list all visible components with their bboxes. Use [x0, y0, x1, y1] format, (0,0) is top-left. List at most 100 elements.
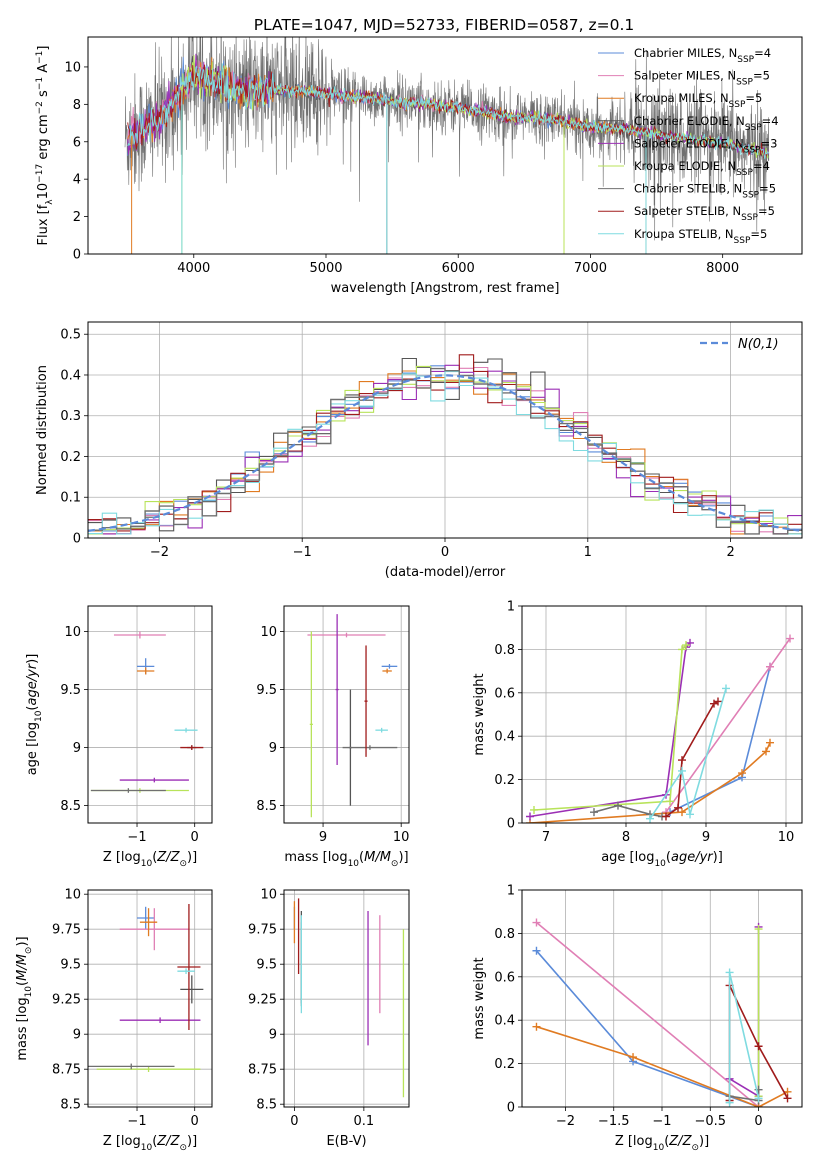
label-part: SSP — [737, 55, 754, 65]
label-part: ( — [359, 850, 364, 865]
label-part: SSP — [734, 236, 751, 246]
y-tick-label: 9.25 — [52, 993, 81, 1008]
label-part: SSP — [736, 78, 753, 88]
weight-marker — [678, 766, 686, 775]
y-tick-label: 8 — [73, 98, 81, 113]
label-part: 10 — [34, 710, 44, 722]
x-tick-label: 4000 — [177, 261, 210, 276]
x-tick-label: 0 — [191, 830, 199, 845]
label-part: Kroupa STELIB, N — [634, 227, 734, 241]
y-axis-label: age [log10(age/yr)] — [25, 654, 44, 776]
weight-marker — [714, 697, 722, 706]
weight-line — [729, 926, 760, 1098]
label-part: Salpeter STELIB, N — [634, 204, 741, 218]
label-part: M/M — [364, 850, 391, 865]
y-tick-label: 0.8 — [494, 927, 515, 942]
label-part: −17 — [35, 164, 45, 183]
plot-area — [88, 904, 204, 1072]
x-tick-label: 0 — [290, 1114, 298, 1129]
weight-marker — [762, 747, 770, 756]
x-axis-label: E(B-V) — [326, 1134, 366, 1149]
weight-marker — [532, 918, 541, 927]
label-part: =4 — [754, 46, 771, 60]
label-part: Salpeter ELODIE, N — [634, 136, 744, 150]
weight-line — [533, 644, 687, 811]
label-part: )] — [713, 850, 723, 865]
label-part: SSP — [736, 168, 753, 178]
legend-entry: Chabrier ELODIE, NSSP=4 — [634, 114, 779, 133]
axes-frame — [283, 605, 410, 824]
label-part: ⊙ — [24, 947, 34, 955]
x-axis-label: wavelength [Angstrom, rest frame] — [331, 281, 560, 296]
plot-area — [307, 614, 398, 818]
x-tick-label: 10 — [393, 830, 410, 845]
axes-frame — [521, 605, 803, 824]
weight-line — [649, 688, 727, 820]
label-part: ⊙ — [391, 859, 399, 869]
y-tick-label: 9.75 — [52, 923, 81, 938]
x-tick-label: 5000 — [309, 261, 342, 276]
y-tick-label: 0.3 — [60, 409, 81, 424]
x-tick-label: 1 — [584, 545, 592, 560]
label-part: age/yr — [671, 850, 714, 865]
label-part: SSP — [742, 191, 759, 201]
weight-line — [535, 921, 760, 1107]
label-part: SSP — [745, 123, 762, 133]
y-tick-label: 0.2 — [494, 773, 515, 788]
x-tick-label: −1 — [652, 1114, 671, 1129]
panel-weight_vs_age: 7 8 9 10 0 0.2 0.4 0.6 0.8 1 age [log10(age/yr)] ma… — [472, 600, 803, 869]
weight-marker — [526, 812, 534, 821]
label-part: )] — [25, 654, 40, 664]
legend-entry: Kroupa MILES, NSSP=5 — [634, 91, 762, 110]
legend-entry: Kroupa STELIB, NSSP=5 — [634, 227, 767, 246]
weight-marker — [722, 684, 730, 693]
weight-marker — [738, 769, 746, 778]
label-part: =4 — [753, 159, 770, 173]
label-part: ⊙ — [179, 1143, 187, 1153]
weight-marker — [532, 1022, 541, 1031]
weight-marker — [766, 662, 774, 671]
axes-frame — [87, 889, 213, 1108]
x-tick-label: 8 — [622, 830, 630, 845]
y-tick-label: 10 — [64, 888, 81, 903]
figure-title: PLATE=1047, MJD=52733, FIBERID=0587, z=0… — [254, 16, 635, 34]
label-part: Chabrier MILES, N — [634, 46, 737, 60]
x-tick-label: 0 — [191, 1114, 199, 1129]
y-tick-label: 10 — [64, 60, 81, 75]
label-part: )] — [15, 936, 30, 946]
label-part: Chabrier STELIB, N — [634, 182, 742, 196]
label-part: 10 — [36, 183, 51, 200]
weight-marker — [754, 925, 763, 934]
x-tick-label: −1 — [127, 1114, 146, 1129]
label-part: Kroupa MILES, N — [634, 91, 729, 105]
panel-mass_vs_EBV: 0 0.1 8.5 8.75 9 9.25 9.5 9.75 10 E(B-V) — [248, 888, 410, 1149]
x-tick-label: 7 — [542, 830, 550, 845]
label-part: ( — [25, 706, 40, 711]
histogram-residuals-8 — [88, 371, 802, 535]
label-part: ( — [666, 850, 671, 865]
label-part: Chabrier ELODIE, N — [634, 114, 745, 128]
label-part: =5 — [753, 69, 770, 83]
label-part: =3 — [761, 136, 778, 150]
y-tick-label: 9.75 — [248, 923, 277, 938]
y-tick-label: 1 — [507, 600, 515, 615]
label-part: =4 — [762, 114, 779, 128]
axes-frame — [87, 36, 803, 255]
label-part: SSP — [729, 100, 746, 110]
y-axis-label: Flux [fλ10−17 erg cm−2 s−1 A−1] — [35, 46, 55, 246]
label-part: SSP — [741, 213, 758, 223]
label-part: )] — [187, 1134, 197, 1149]
label-part: 10 — [654, 859, 666, 869]
label-part: erg cm — [36, 114, 51, 163]
label-part: M/M — [15, 954, 30, 981]
label-part: =5 — [759, 182, 776, 196]
y-axis-label: mass weight — [472, 957, 487, 1039]
y-tick-label: 0 — [507, 817, 515, 832]
y-tick-label: 0.6 — [494, 686, 515, 701]
weight-marker — [766, 738, 774, 747]
legend-entry: Salpeter ELODIE, NSSP=3 — [634, 136, 777, 155]
y-tick-label: 10 — [64, 625, 81, 640]
y-tick-label: 9 — [269, 741, 277, 756]
y-tick-label: 0.2 — [60, 450, 81, 465]
